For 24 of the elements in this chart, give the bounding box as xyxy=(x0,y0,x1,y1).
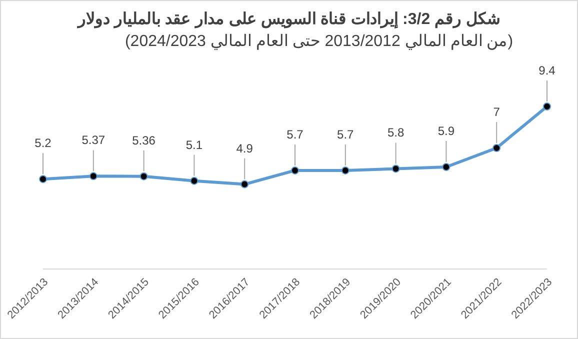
point xyxy=(442,163,450,172)
data-label: 9.4 xyxy=(538,64,556,78)
point xyxy=(190,176,198,185)
point xyxy=(341,166,350,174)
point xyxy=(240,180,249,188)
data-label: 5.36 xyxy=(132,133,156,148)
data-label: 5.2 xyxy=(34,136,52,150)
point xyxy=(39,175,47,184)
data-label: 5.8 xyxy=(387,126,404,140)
data-label: 5.9 xyxy=(438,124,455,138)
chart-title: شكل رقم 3/2: إيرادات قناة السويس على مدار عقد بالمليار دولار xyxy=(76,10,502,29)
point xyxy=(543,102,551,110)
point xyxy=(140,172,148,180)
data-label: 5.7 xyxy=(286,127,304,142)
data-label: 7 xyxy=(493,104,500,119)
data-label: 5.7 xyxy=(337,127,354,142)
point xyxy=(492,144,501,152)
point xyxy=(392,164,400,173)
data-label: 5.1 xyxy=(186,138,203,152)
chart-subtitle: (من العام المالي 2013/2012 حتى العام المالي 2024/2023) xyxy=(124,32,514,51)
point xyxy=(89,172,98,180)
point xyxy=(291,166,299,174)
data-label: 4.9 xyxy=(236,141,254,156)
data-label: 5.37 xyxy=(82,133,106,148)
